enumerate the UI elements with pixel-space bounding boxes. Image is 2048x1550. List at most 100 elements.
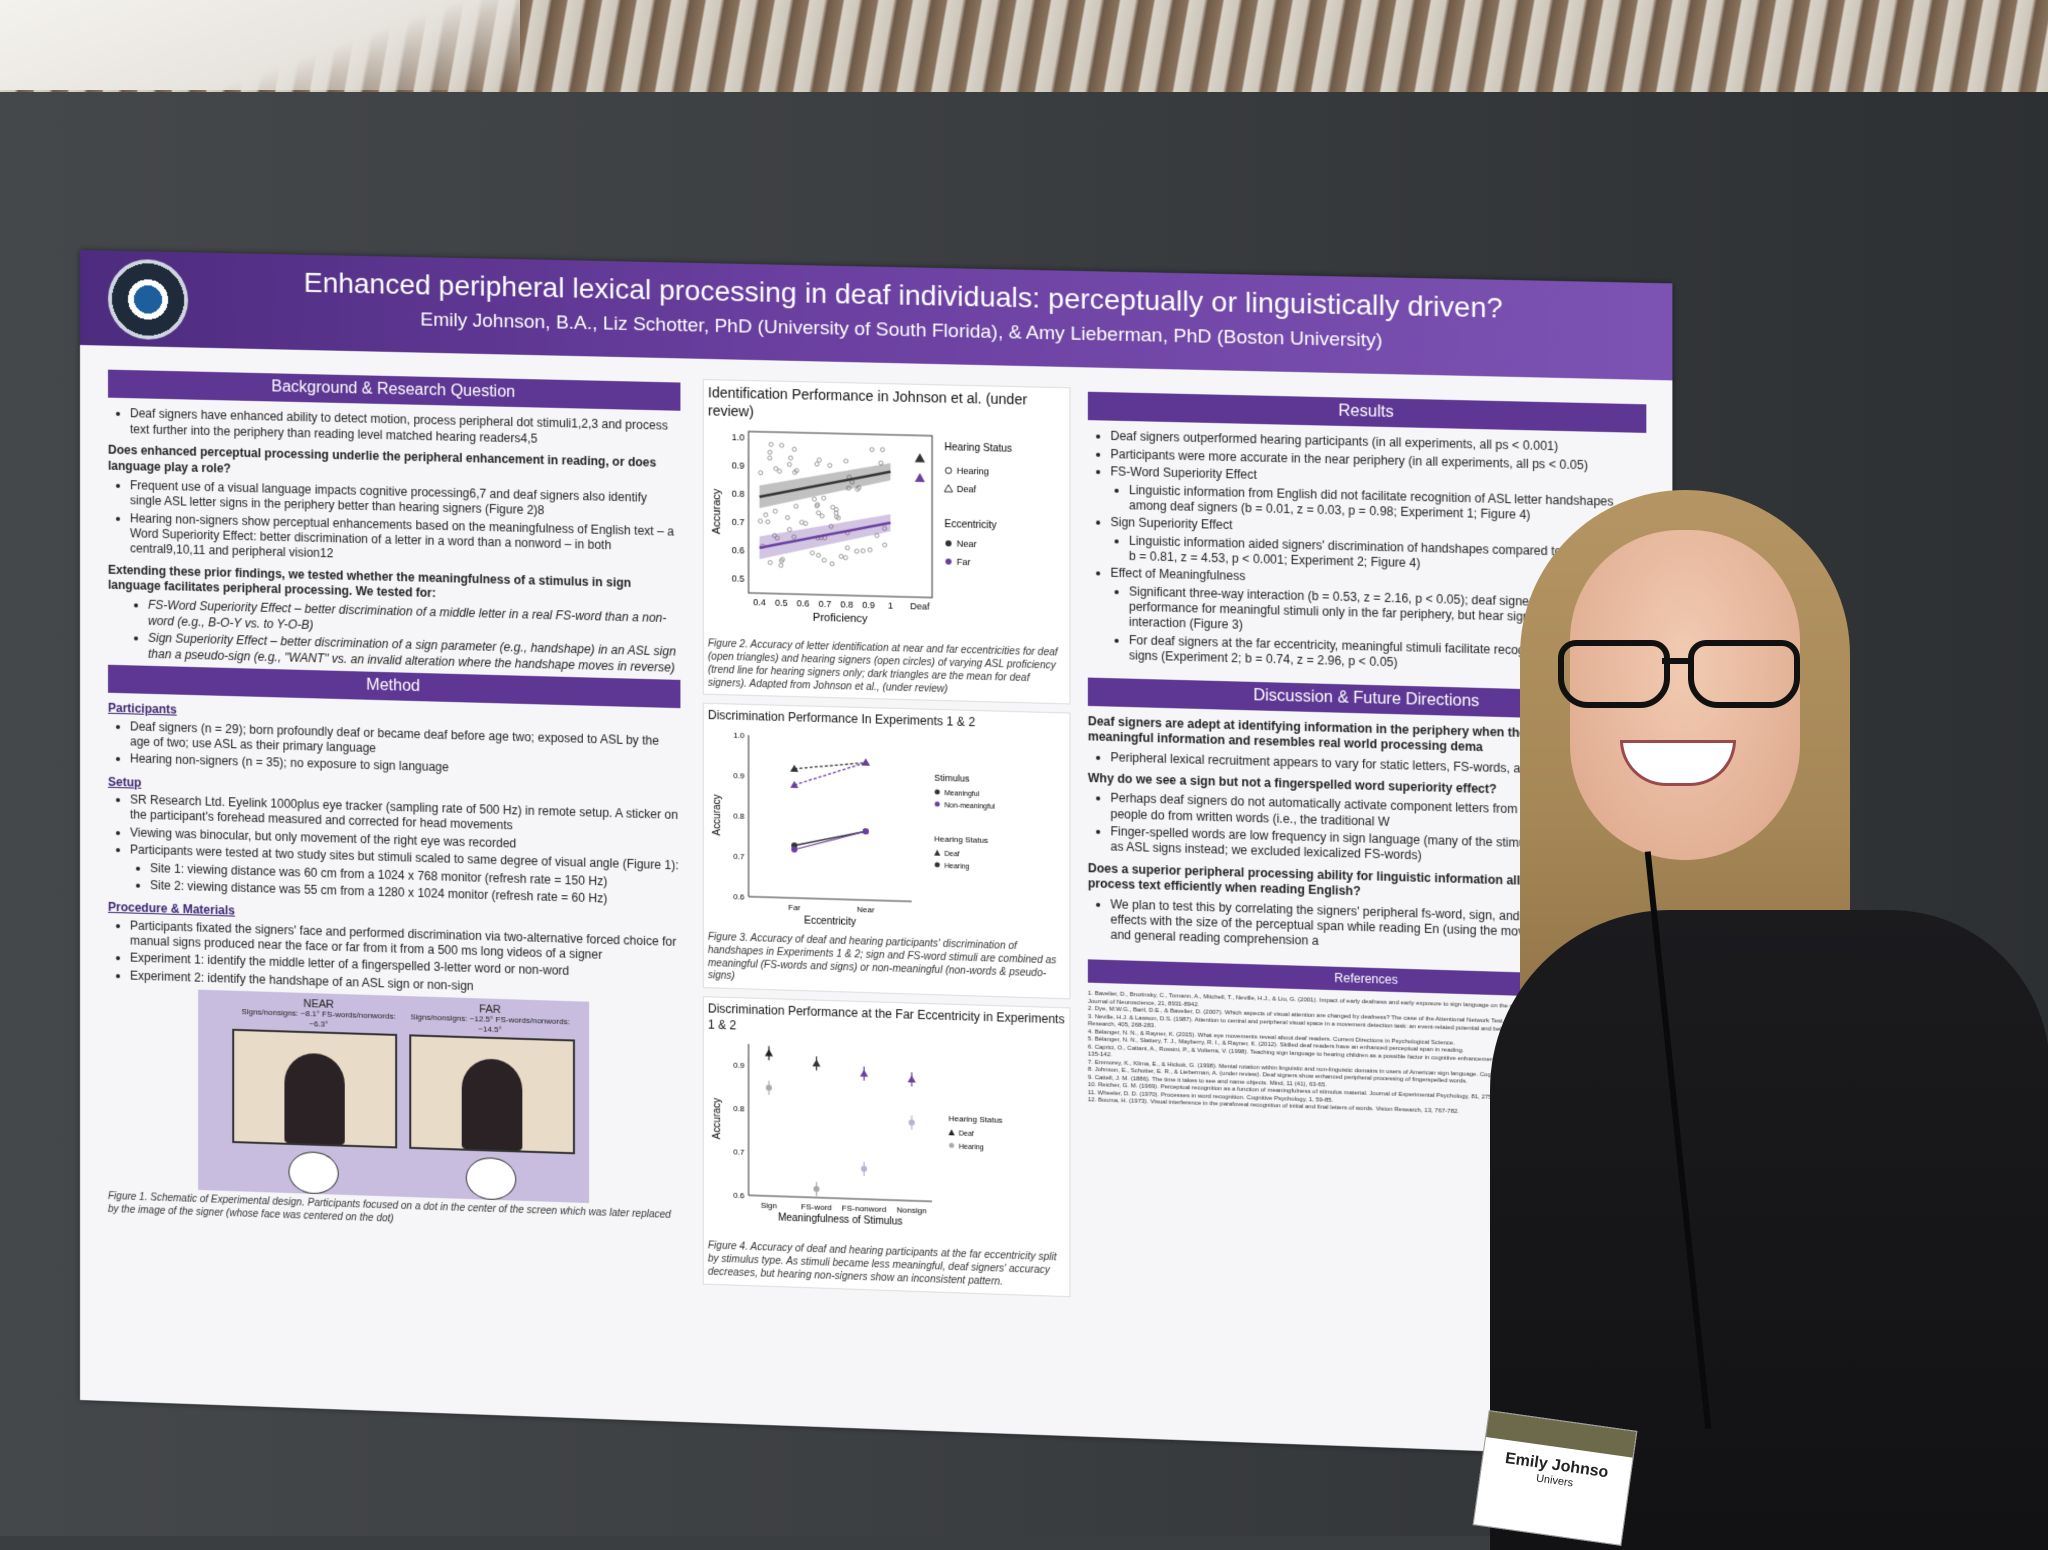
legend-hearing: Hearing [959, 1144, 984, 1152]
y-tick-label: 1.0 [733, 730, 745, 739]
background-list-2: Frequent use of a visual language impact… [108, 478, 680, 571]
name-badge: Emily Johnso Univers [1473, 1410, 1638, 1546]
near-signer-frame [232, 1029, 397, 1149]
setup-list: SR Research Ltd. Eyelink 1000plus eye tr… [108, 792, 680, 909]
legend-title: Stimulus [934, 772, 970, 783]
signer-image [462, 1058, 523, 1150]
data-point [813, 1186, 819, 1192]
x-tick-label: FS-word [801, 1202, 832, 1212]
data-point [812, 1059, 820, 1066]
legend-hearing-marker [935, 862, 940, 867]
y-tick-label: 0.7 [733, 1148, 745, 1157]
x-tick-label: Near [857, 905, 875, 915]
x-tick-label: 0.5 [775, 597, 788, 607]
far-angles: Signs/nonsigns: ~12.5° FS-words/nonwords… [409, 1012, 571, 1038]
y-tick-label: 0.8 [733, 811, 745, 820]
presenter-person [1490, 490, 2048, 1540]
eye-icon [466, 1157, 517, 1201]
x-axis-label: Meaningfulness of Stimulus [778, 1212, 903, 1227]
figure-2: Identification Performance in Johnson et… [703, 379, 1071, 705]
background-list: Deaf signers have enhanced ability to de… [108, 406, 680, 450]
data-point [861, 1166, 867, 1172]
x-tick-label: 1 [888, 600, 893, 610]
legend-deaf: Deaf [944, 851, 959, 859]
glasses-bridge [1662, 658, 1690, 664]
figure-1-caption: Figure 1. Schematic of Experimental desi… [108, 1191, 680, 1236]
y-tick-label: 0.5 [732, 573, 745, 583]
x-tick-label: 0.9 [862, 600, 875, 610]
y-tick-label: 0.8 [733, 1104, 745, 1113]
legend-title: Hearing Status [948, 1114, 1002, 1125]
y-tick-label: 0.6 [733, 1191, 745, 1200]
y-tick-label: 0.7 [733, 852, 745, 861]
x-axis-label: Eccentricity [804, 915, 856, 928]
y-axis-label: Accuracy [712, 794, 723, 836]
figures-column: Identification Performance in Johnson et… [703, 379, 1071, 1305]
legend-deaf: Deaf [957, 484, 977, 495]
research-poster: Enhanced peripheral lexical processing i… [80, 250, 1672, 1458]
signer-image [284, 1053, 344, 1145]
ceiling-light [0, 0, 520, 90]
legend-near-marker [945, 540, 951, 546]
background-heading: Background & Research Question [108, 370, 680, 412]
y-tick-label: 0.6 [733, 892, 745, 901]
x-tick-label: Deaf [910, 601, 930, 612]
figure-4-caption: Figure 4. Accuracy of deaf and hearing p… [708, 1241, 1065, 1292]
data-point [765, 1049, 773, 1056]
legend-deaf-marker [934, 849, 940, 855]
y-axis-label: Accuracy [711, 488, 723, 534]
background-bullet: Deaf signers have enhanced ability to de… [130, 407, 680, 451]
legend-meaningful: Meaningful [944, 790, 979, 798]
data-point [766, 1085, 772, 1091]
series-line [794, 760, 865, 786]
y-tick-label: 0.9 [733, 1061, 745, 1070]
y-tick-label: 0.8 [732, 488, 745, 498]
legend-hearing: Hearing [944, 863, 969, 871]
x-tick-label: 0.6 [797, 598, 810, 608]
series-line [794, 829, 865, 847]
legend-nonmeaningful: Non-meaningful [944, 802, 995, 811]
legend-title: Hearing Status [944, 442, 1012, 455]
x-tick-label: Nonsign [897, 1205, 927, 1215]
series-line [794, 829, 865, 851]
legend-deaf-marker [948, 1129, 954, 1135]
figure-3-chart: 0.6 0.7 0.8 0.9 1.0 Far NearEccentricity Accura… [708, 724, 1065, 936]
legend-far-marker [945, 558, 951, 564]
results-heading: Results [1088, 392, 1646, 434]
x-tick-label: 0.8 [840, 599, 853, 609]
figure-3-caption: Figure 3. Accuracy of deaf and hearing p… [708, 932, 1065, 995]
university-logo-icon [108, 259, 188, 341]
legend-meaningful-marker [935, 789, 940, 794]
figure-2-chart: 0.5 0.6 0.7 0.8 0.9 1.0 0.4 0.5 0.6 0.7 0.8 0.9 1 Dea… [708, 420, 1065, 641]
legend-far: Far [957, 557, 971, 567]
x-tick-label: 0.7 [819, 599, 832, 609]
data-point [862, 758, 870, 765]
right-lens [1688, 640, 1800, 708]
x-tick-label: Far [788, 903, 801, 912]
legend-hearing-marker [945, 467, 951, 473]
data-point [909, 1120, 915, 1126]
y-tick-label: 0.9 [733, 771, 745, 780]
x-axis-label: Proficiency [813, 612, 868, 626]
legend-title: Eccentricity [944, 519, 996, 531]
y-tick-label: 0.9 [732, 460, 745, 470]
x-axis [749, 896, 912, 901]
left-lens [1558, 640, 1670, 708]
figure-1-schematic: NEAR Signs/nonsigns: ~8.1° FS-words/nonw… [198, 990, 589, 1203]
y-tick-label: 0.7 [732, 516, 745, 526]
legend-deaf: Deaf [959, 1130, 974, 1138]
x-tick-label: 0.4 [753, 597, 766, 607]
figure-4-chart: 0.6 0.7 0.8 0.9 Sign FS-word FS-nonword Nonsign… [708, 1033, 1065, 1247]
near-angles: Signs/nonsigns: ~8.1° FS-words/nonwords:… [238, 1007, 399, 1033]
legend-title: Hearing Status [934, 834, 988, 845]
legend-deaf-marker [944, 484, 952, 491]
data-point [860, 1069, 868, 1076]
x-tick-label: Sign [761, 1201, 777, 1211]
legend-hearing: Hearing [957, 465, 989, 476]
x-tick-label: FS-nonword [842, 1203, 886, 1214]
y-tick-label: 1.0 [732, 432, 745, 442]
y-tick-label: 0.6 [732, 545, 745, 555]
hypotheses-list: FS-Word Superiority Effect – better disc… [108, 597, 680, 676]
eyeglasses-icon [1558, 640, 1808, 700]
legend-hearing-marker [949, 1143, 954, 1148]
